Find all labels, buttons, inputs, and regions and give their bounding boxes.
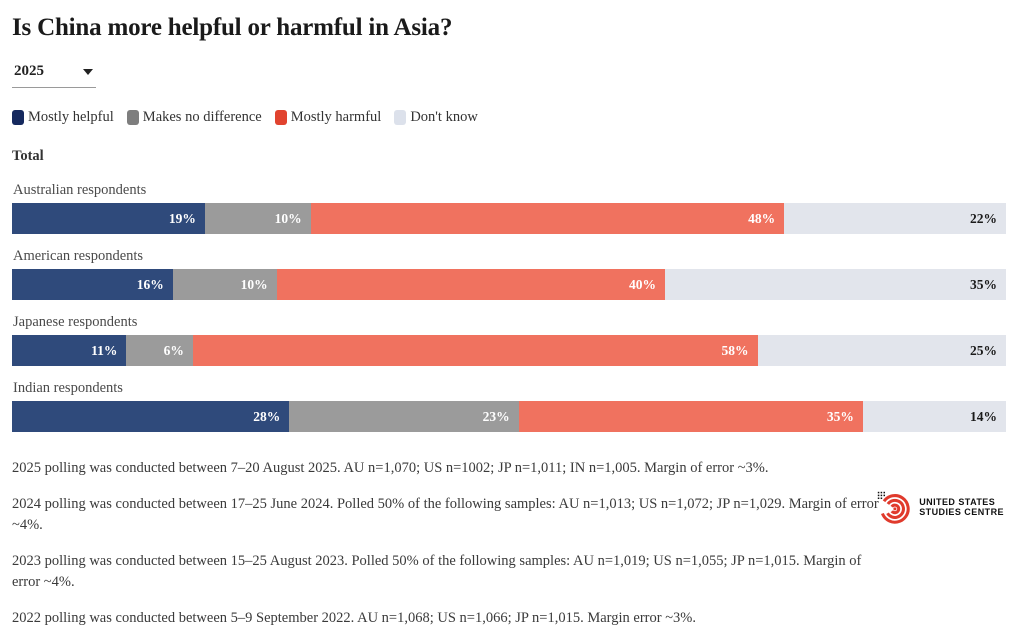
legend-label: Makes no difference <box>142 109 262 125</box>
bar-row-label: Indian respondents <box>13 380 123 396</box>
bar-segment-mostly-helpful[interactable]: 16% <box>12 269 173 300</box>
bar-segment-makes-no-difference[interactable]: 10% <box>172 269 277 300</box>
footnotes: 2025 polling was conducted between 7–20 … <box>12 458 890 629</box>
bar-segment-mostly-harmful[interactable]: 48% <box>310 203 785 234</box>
legend-swatch-icon <box>12 110 24 125</box>
bar-row: Indian respondents 28% 23% 35% 14% <box>12 380 1006 432</box>
page-title: Is China more helpful or harmful in Asia… <box>12 14 453 41</box>
bar-row: Japanese respondents 11% 6% 58% 25% <box>12 314 1006 366</box>
legend-label: Don't know <box>410 109 478 125</box>
bar-segment-makes-no-difference[interactable]: 10% <box>204 203 311 234</box>
bar-segment-makes-no-difference[interactable]: 23% <box>289 401 519 432</box>
chart-legend: Mostly helpful Makes no difference Mostly … <box>12 109 1006 126</box>
ussc-logo-mark-icon <box>877 491 910 524</box>
footnote: 2024 polling was conducted between 17–25… <box>12 496 879 533</box>
bar-segment-mostly-helpful[interactable]: 11% <box>12 335 127 366</box>
bar-segment-makes-no-difference[interactable]: 6% <box>126 335 193 366</box>
legend-item-makes-no-difference[interactable]: Makes no difference <box>126 109 262 126</box>
legend-label: Mostly harmful <box>290 109 382 125</box>
legend-item-don-t-know[interactable]: Don't know <box>394 109 478 126</box>
bar-row: American respondents 16% 10% 40% 35% <box>12 248 1006 300</box>
bar-row: Australian respondents 19% 10% 48% 22% <box>12 182 1006 234</box>
bar-segment-mostly-helpful[interactable]: 28% <box>12 401 290 432</box>
legend-label: Mostly helpful <box>28 109 114 125</box>
footnote: 2022 polling was conducted between 5–9 S… <box>12 610 696 626</box>
chevron-down-icon <box>83 68 93 75</box>
ussc-logo: UNITED STATES STUDIES CENTRE <box>874 488 1004 526</box>
footnote: 2023 polling was conducted between 15–25… <box>12 553 862 590</box>
ussc-logo-line1: UNITED STATES <box>919 496 996 507</box>
chart: Australian respondents 19% 10% 48% 22% Americ… <box>12 182 1006 432</box>
legend-item-mostly-helpful[interactable]: Mostly helpful <box>12 109 114 126</box>
ussc-logo-line2: STUDIES CENTRE <box>919 507 1004 517</box>
legend-swatch-icon <box>394 110 407 125</box>
legend-swatch-icon <box>274 110 287 125</box>
stacked-bar-australian-respondents: 19% 10% 48% 22% <box>12 203 1006 234</box>
bar-segment-mostly-helpful[interactable]: 19% <box>12 203 205 234</box>
bar-segment-mostly-harmful[interactable]: 40% <box>276 269 666 300</box>
bar-segment-don-t-know[interactable]: 35% <box>665 269 1006 300</box>
ussc-logo-text: UNITED STATES STUDIES CENTRE <box>919 497 1004 518</box>
bar-row-label: American respondents <box>13 248 144 264</box>
bar-segment-mostly-harmful[interactable]: 35% <box>518 401 863 432</box>
stacked-bar-japanese-respondents: 11% 6% 58% 25% <box>12 335 1006 366</box>
bar-row-label: Australian respondents <box>13 182 147 198</box>
legend-item-mostly-harmful[interactable]: Mostly harmful <box>274 109 382 126</box>
bar-segment-mostly-harmful[interactable]: 58% <box>192 335 758 366</box>
stacked-bar-indian-respondents: 28% 23% 35% 14% <box>12 401 1006 432</box>
bar-segment-don-t-know[interactable]: 25% <box>757 335 1006 366</box>
bar-segment-don-t-know[interactable]: 22% <box>784 203 1006 234</box>
section-label: Total <box>12 148 44 164</box>
legend-swatch-icon <box>126 110 139 125</box>
bar-row-label: Japanese respondents <box>13 314 138 330</box>
stacked-bar-american-respondents: 16% 10% 40% 35% <box>12 269 1006 300</box>
year-dropdown-value: 2025 <box>14 63 44 79</box>
footnote: 2025 polling was conducted between 7–20 … <box>12 460 769 476</box>
year-dropdown[interactable]: 2025 <box>12 59 96 88</box>
bar-segment-don-t-know[interactable]: 14% <box>862 401 1006 432</box>
